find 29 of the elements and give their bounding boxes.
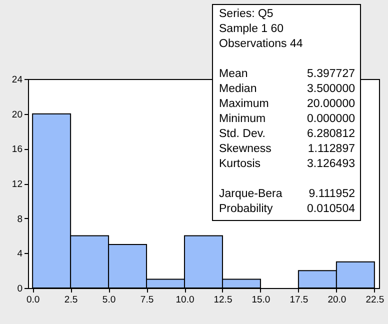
text: Jarque-Bera 9.111952 <box>219 188 355 200</box>
y-tick-label: 4 <box>17 248 22 260</box>
x-tick-label: 2.5 <box>64 294 78 306</box>
y-tick-label: 24 <box>12 74 22 86</box>
y-tick-label: 8 <box>17 214 22 225</box>
text: Std. Dev. 6.280812 <box>219 128 355 140</box>
text: Minimum 0.000000 <box>219 113 355 125</box>
text: Maximum 20.00000 <box>219 98 355 110</box>
text: Kurtosis 3.126493 <box>219 158 355 170</box>
x-tick-label: 12.5 <box>214 294 232 306</box>
text: Probability 0.010504 <box>219 203 355 215</box>
y-tick-label: 0 <box>17 284 22 294</box>
x-tick-label: 0.0 <box>26 294 40 306</box>
text: Mean 5.397727 <box>219 68 355 80</box>
text: Skewness 1.112897 <box>219 143 355 155</box>
x-tick-label: 17.5 <box>290 294 308 306</box>
x-tick-label: 20.0 <box>328 294 346 306</box>
text: Median 3.500000 <box>219 83 355 95</box>
y-tick-label: 20 <box>12 109 22 120</box>
text: Series: Q5 <box>219 7 274 22</box>
x-tick-label: 7.5 <box>140 294 154 306</box>
x-tick-label: 10.0 <box>176 294 194 306</box>
x-tick-label: 22.5 <box>366 294 384 306</box>
y-tick-label: 16 <box>12 144 22 156</box>
x-tick-label: 15.0 <box>252 294 270 306</box>
y-tick-label: 12 <box>12 179 22 190</box>
text: Observations 44 <box>219 37 304 52</box>
x-tick-label: 5.0 <box>102 294 116 306</box>
text: Sample 1 60 <box>219 22 285 37</box>
